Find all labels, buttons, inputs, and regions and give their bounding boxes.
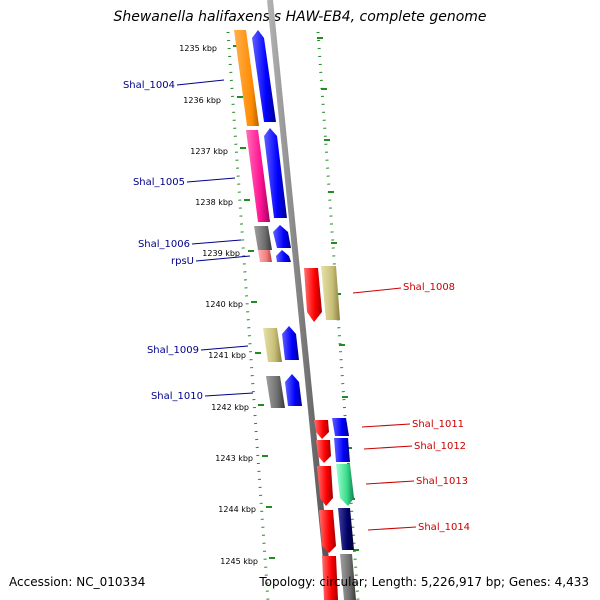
gene-shal-1005-blue[interactable] — [264, 128, 287, 218]
tick-label: 1236 kbp — [183, 96, 221, 105]
tick-label: 1240 kbp — [205, 300, 243, 309]
gene-label-shal-1013[interactable]: Shal_1013 — [416, 476, 468, 487]
tick-labels: 1235 kbp 1236 kbp 1237 kbp 1238 kbp 1239… — [179, 44, 258, 566]
map-title: Shewanella halifaxensis HAW-EB4, complet… — [113, 9, 487, 25]
tick-label: 1243 kbp — [215, 454, 253, 463]
gene-continued-red[interactable] — [322, 556, 338, 600]
left-leaders — [176, 79, 254, 397]
left-genes[interactable] — [234, 30, 302, 408]
gene-label-shal-1011[interactable]: Shal_1011 — [412, 419, 464, 430]
gene-shal-1010[interactable] — [266, 376, 285, 408]
tick-label: 1239 kbp — [202, 249, 240, 258]
gene-shal-1014[interactable] — [319, 510, 336, 553]
gene-label-shal-1005[interactable]: Shal_1005 — [133, 177, 185, 188]
tick-label: 1244 kbp — [218, 505, 256, 514]
tick-label: 1238 kbp — [195, 198, 233, 207]
gene-rpsu[interactable] — [258, 250, 272, 262]
gene-rpsu-blue[interactable] — [276, 250, 291, 262]
left-gene-labels[interactable]: Shal_1004 Shal_1005 Shal_1006 rpsU Shal_… — [123, 80, 203, 402]
gene-label-shal-1008[interactable]: Shal_1008 — [403, 282, 455, 293]
gene-label-shal-1014[interactable]: Shal_1014 — [418, 522, 470, 533]
right-leaders — [352, 287, 417, 531]
gene-shal-1008-khaki[interactable] — [321, 266, 340, 320]
gene-shal-1013[interactable] — [317, 466, 333, 506]
accession-text: Accession: NC_010334 — [9, 575, 146, 589]
gene-shal-1005[interactable] — [246, 130, 270, 222]
gene-shal-1006[interactable] — [254, 226, 272, 250]
gene-label-rpsu[interactable]: rpsU — [171, 256, 194, 267]
gene-label-shal-1009[interactable]: Shal_1009 — [147, 345, 199, 356]
gene-label-shal-1004[interactable]: Shal_1004 — [123, 80, 175, 91]
gene-shal-1006-blue[interactable] — [273, 225, 291, 248]
gene-shal-1012-blue[interactable] — [334, 438, 350, 462]
gene-shal-1004-blue[interactable] — [252, 30, 276, 122]
tick-label: 1245 kbp — [220, 557, 258, 566]
genome-backbone — [267, 0, 333, 600]
gene-shal-1011[interactable] — [314, 420, 329, 439]
gene-shal-1004[interactable] — [234, 30, 259, 126]
gene-label-shal-1012[interactable]: Shal_1012 — [414, 441, 466, 452]
gene-shal-1009-blue[interactable] — [282, 326, 299, 360]
gene-label-shal-1006[interactable]: Shal_1006 — [138, 239, 190, 250]
ticks-left — [233, 45, 275, 559]
tick-label: 1237 kbp — [190, 147, 228, 156]
topology-text: Topology: circular; Length: 5,226,917 bp… — [259, 575, 589, 589]
gene-shal-1014-navy[interactable] — [338, 508, 354, 550]
gene-shal-1011-blue[interactable] — [332, 418, 349, 436]
gene-shal-1013-green[interactable] — [336, 464, 354, 506]
tick-label: 1242 kbp — [211, 403, 249, 412]
gene-shal-1008[interactable] — [304, 268, 322, 322]
gene-shal-1010-blue[interactable] — [285, 374, 302, 406]
tick-label: 1241 kbp — [208, 351, 246, 360]
gene-shal-1009[interactable] — [263, 328, 282, 362]
right-genes[interactable] — [304, 266, 356, 600]
right-gene-labels[interactable]: Shal_1008 Shal_1011 Shal_1012 Shal_1013 … — [403, 282, 470, 533]
gene-label-shal-1010[interactable]: Shal_1010 — [151, 391, 203, 402]
gene-shal-1012[interactable] — [316, 440, 331, 463]
gene-continued-grey[interactable] — [340, 554, 356, 600]
tick-label: 1235 kbp — [179, 44, 217, 53]
